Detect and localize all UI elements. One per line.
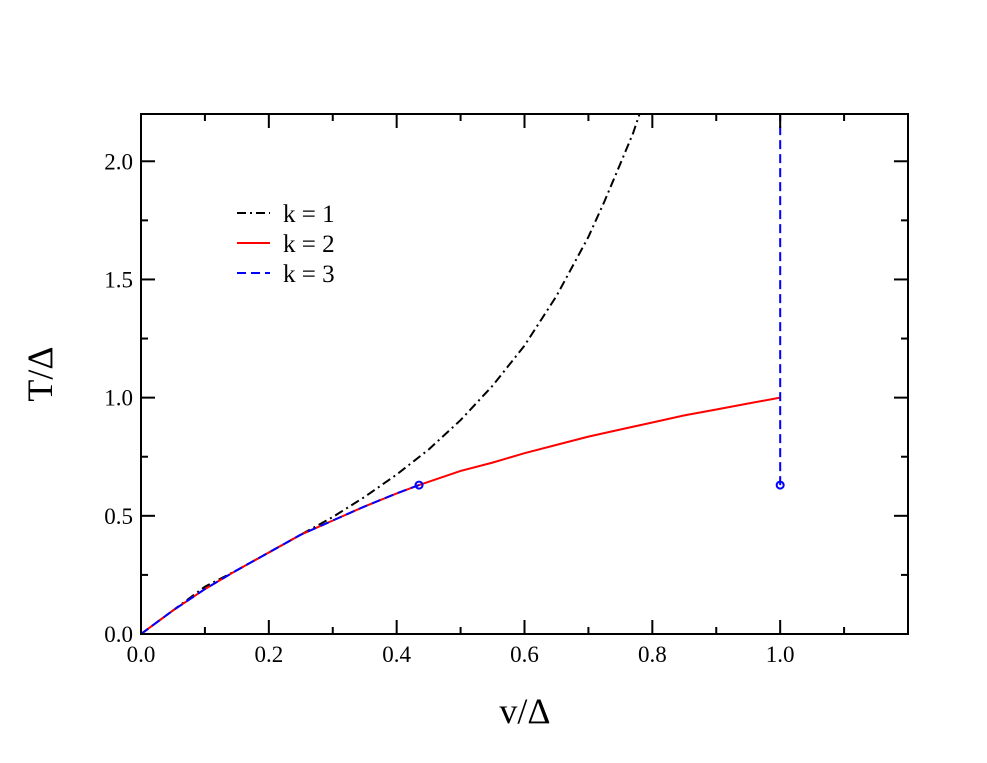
ticks-layer: [140, 114, 908, 635]
y-tick-label: 1.5: [104, 267, 133, 292]
series-marker-k3: [775, 480, 785, 490]
legend-label: k = 1: [283, 201, 335, 228]
y-tick-label: 1.0: [104, 386, 133, 411]
x-tick-label: 0.2: [254, 642, 283, 667]
y-tick-label: 0.0: [104, 622, 133, 647]
series-line-k1: [141, 114, 641, 634]
tick-labels-layer: 0.0 0.2 0.4 0.6 0.8 1.0 0.0 0.5 1.0 1.5 2.0: [104, 149, 794, 667]
x-tick-label: 0.4: [382, 642, 411, 667]
x-axis-title: v/Δ: [499, 691, 550, 731]
plot-frame: [140, 113, 909, 635]
legend-label: k = 2: [283, 231, 335, 258]
series-layer: [141, 114, 785, 634]
legend: k = 1 k = 2 k = 3: [237, 201, 335, 288]
x-tick-label: 0.6: [510, 642, 539, 667]
x-tick-label: 0.8: [638, 642, 667, 667]
x-tick-label: 1.0: [766, 642, 795, 667]
series-line-k2: [141, 396, 781, 634]
x-tick-label: 0.0: [127, 642, 156, 667]
series-line-k3: [141, 484, 420, 634]
legend-label: k = 3: [283, 261, 335, 288]
y-tick-label: 2.0: [104, 149, 133, 174]
y-axis-title: T/Δ: [20, 346, 60, 401]
y-tick-label: 0.5: [104, 504, 133, 529]
series-marker-k3: [414, 480, 424, 490]
